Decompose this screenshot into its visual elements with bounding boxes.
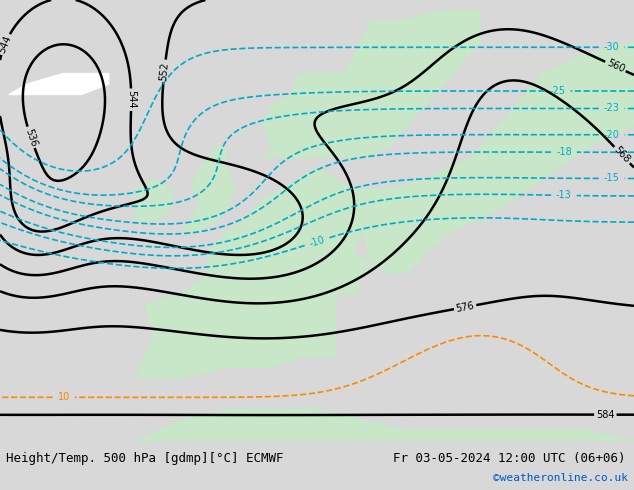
Text: -10: -10 [308, 234, 326, 249]
Text: -13: -13 [556, 190, 572, 200]
Text: -30: -30 [604, 42, 619, 52]
Text: 544: 544 [126, 91, 136, 109]
Text: 536: 536 [23, 127, 39, 148]
Polygon shape [136, 410, 634, 441]
Text: 584: 584 [596, 410, 614, 419]
Polygon shape [9, 74, 108, 95]
Polygon shape [181, 147, 235, 231]
Text: 10: 10 [58, 392, 70, 402]
Text: Height/Temp. 500 hPa [gdmp][°C] ECMWF: Height/Temp. 500 hPa [gdmp][°C] ECMWF [6, 452, 284, 465]
Text: Fr 03-05-2024 12:00 UTC (06+06): Fr 03-05-2024 12:00 UTC (06+06) [393, 452, 626, 465]
Text: -23: -23 [604, 103, 619, 114]
Polygon shape [136, 168, 372, 378]
Polygon shape [262, 10, 480, 157]
Text: -20: -20 [604, 130, 619, 140]
Text: 576: 576 [455, 300, 476, 314]
Text: -25: -25 [550, 86, 566, 96]
Text: 560: 560 [605, 58, 626, 75]
Polygon shape [136, 178, 172, 220]
Text: ©weatheronline.co.uk: ©weatheronline.co.uk [493, 473, 628, 483]
Text: 568: 568 [612, 145, 632, 165]
Text: 544: 544 [0, 34, 13, 55]
Text: 552: 552 [158, 61, 171, 81]
Text: -18: -18 [556, 147, 572, 157]
Text: -15: -15 [604, 173, 619, 183]
Polygon shape [353, 42, 634, 273]
